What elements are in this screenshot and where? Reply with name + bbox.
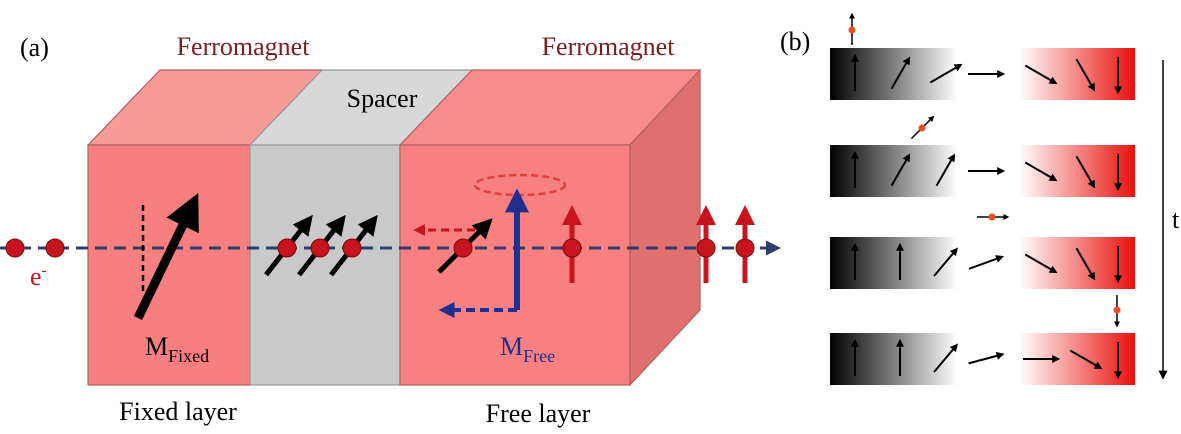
layer-caption: Free layer: [486, 399, 591, 428]
panel-label: (a): [20, 33, 49, 62]
layer-title: Ferromagnet: [542, 32, 676, 61]
electron: [989, 214, 996, 221]
electron: [46, 239, 64, 257]
electron: [278, 239, 296, 257]
electron: [343, 239, 361, 257]
electron: [454, 239, 472, 257]
moment-subscript: Fixed: [168, 346, 209, 366]
layer-caption: Fixed layer: [119, 397, 237, 426]
axis-label: t: [1172, 205, 1180, 234]
electron-label: e-: [30, 262, 47, 291]
electron: [919, 125, 926, 132]
electron: [6, 239, 24, 257]
moment-symbol: M: [500, 332, 523, 361]
electron: [697, 239, 715, 257]
electron: [1114, 307, 1121, 314]
layer-title: Ferromagnet: [177, 32, 311, 61]
electron: [311, 239, 329, 257]
moment-subscript: Free: [523, 346, 555, 366]
spacer-label: Spacer: [347, 84, 418, 113]
electron: [736, 239, 754, 257]
electron-charge: -: [42, 262, 47, 279]
electron: [563, 239, 581, 257]
electron: [849, 27, 856, 34]
figure: (a) Ferromagnet Ferromagnet Spacer e- MF…: [0, 0, 1181, 434]
panel-label: (b): [780, 27, 810, 56]
moment-symbol: M: [145, 332, 168, 361]
spin-chain-panel: [830, 15, 1135, 385]
electron-symbol: e: [30, 262, 42, 291]
